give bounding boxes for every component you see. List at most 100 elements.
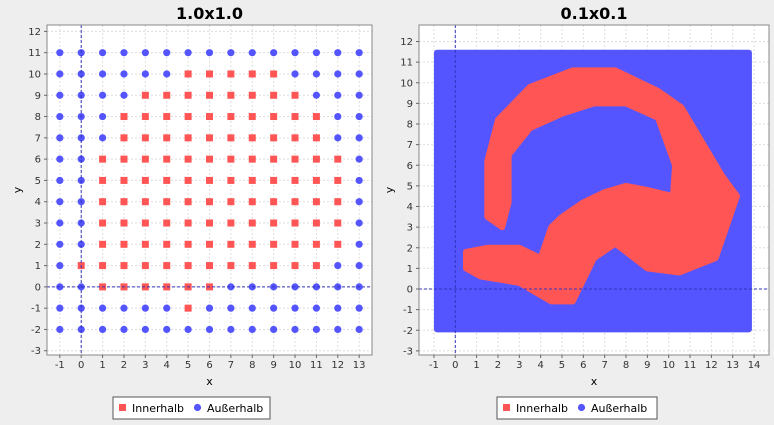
y-tick-label: 7 bbox=[35, 133, 41, 144]
point-ausserhalb bbox=[205, 49, 214, 57]
point-ausserhalb bbox=[248, 49, 256, 57]
legend-box bbox=[112, 396, 271, 420]
point-innerhalb bbox=[120, 219, 128, 227]
point-innerhalb bbox=[227, 240, 235, 248]
point-innerhalb bbox=[184, 219, 192, 227]
point-innerhalb bbox=[291, 91, 299, 99]
point-ausserhalb bbox=[56, 155, 64, 163]
point-ausserhalb bbox=[227, 49, 235, 57]
point-innerhalb bbox=[141, 283, 149, 291]
point-ausserhalb bbox=[334, 49, 342, 57]
point-ausserhalb bbox=[56, 304, 64, 312]
point-innerhalb bbox=[120, 240, 128, 248]
point-innerhalb bbox=[141, 91, 149, 99]
y-tick-label: 6 bbox=[407, 161, 413, 172]
point-innerhalb bbox=[248, 113, 256, 121]
point-innerhalb bbox=[248, 70, 256, 78]
point-innerhalb bbox=[141, 134, 149, 142]
legend: Innerhalb Außerhalb bbox=[112, 396, 271, 420]
point-innerhalb bbox=[163, 113, 171, 121]
point-ausserhalb bbox=[77, 155, 85, 163]
point-innerhalb bbox=[312, 176, 320, 184]
point-innerhalb bbox=[163, 219, 171, 227]
point-innerhalb bbox=[120, 134, 128, 142]
point-ausserhalb bbox=[355, 49, 363, 57]
point-ausserhalb bbox=[56, 219, 64, 227]
point-ausserhalb bbox=[77, 70, 85, 78]
x-tick-label: 0 bbox=[78, 360, 84, 371]
tick-labels: -1 0 1 2 3 4 5 6 7 8 9 10 11 12 13 14-3-2-1012345678910… bbox=[400, 37, 760, 371]
point-innerhalb bbox=[99, 176, 107, 184]
point-ausserhalb bbox=[355, 240, 363, 248]
point-innerhalb bbox=[248, 219, 256, 227]
point-ausserhalb bbox=[270, 49, 278, 57]
point-innerhalb bbox=[312, 134, 320, 142]
point-innerhalb bbox=[312, 219, 320, 227]
y-tick-label: 3 bbox=[35, 219, 41, 230]
point-innerhalb bbox=[163, 240, 171, 248]
x-tick-label: 3 bbox=[142, 360, 148, 371]
point-ausserhalb bbox=[56, 91, 64, 99]
point-ausserhalb bbox=[312, 70, 321, 78]
point-ausserhalb bbox=[227, 304, 235, 312]
x-tick-label: 7 bbox=[228, 360, 234, 371]
point-ausserhalb bbox=[312, 283, 321, 291]
point-ausserhalb bbox=[98, 134, 107, 142]
y-axis-label: y bbox=[383, 186, 396, 193]
legend-marker-ausserhalb bbox=[193, 403, 202, 412]
point-ausserhalb bbox=[77, 219, 85, 227]
point-ausserhalb bbox=[205, 325, 214, 334]
chart-panel-2: 0.1x0.1-1 0 1 2 3 4 5 6 7 8 9 10 11 12 13 14-3-2-101234… bbox=[383, 4, 770, 420]
point-ausserhalb bbox=[355, 134, 363, 142]
y-tick-label: 5 bbox=[407, 181, 413, 192]
point-ausserhalb bbox=[163, 70, 171, 78]
data-layer bbox=[56, 49, 363, 334]
point-ausserhalb bbox=[355, 70, 363, 78]
y-tick-label: 10 bbox=[28, 69, 41, 80]
point-innerhalb bbox=[227, 91, 235, 99]
y-tick-label: 10 bbox=[400, 78, 413, 89]
x-tick-label: 13 bbox=[726, 360, 739, 371]
x-tick-label: 5 bbox=[559, 360, 565, 371]
point-innerhalb bbox=[291, 198, 299, 206]
point-ausserhalb bbox=[163, 49, 171, 57]
point-innerhalb bbox=[120, 113, 128, 121]
point-ausserhalb bbox=[141, 304, 149, 312]
point-innerhalb bbox=[141, 113, 149, 121]
point-ausserhalb bbox=[120, 325, 128, 334]
y-tick-label: 0 bbox=[35, 282, 41, 293]
point-innerhalb bbox=[270, 155, 278, 163]
point-innerhalb bbox=[184, 304, 192, 312]
point-ausserhalb bbox=[98, 49, 107, 57]
point-ausserhalb bbox=[355, 91, 363, 99]
point-ausserhalb bbox=[248, 304, 256, 312]
point-ausserhalb bbox=[141, 70, 149, 78]
x-tick-label: 1 bbox=[473, 360, 479, 371]
y-axis-label: y bbox=[11, 186, 24, 193]
point-innerhalb bbox=[163, 176, 171, 184]
x-tick-label: 8 bbox=[623, 360, 629, 371]
point-ausserhalb bbox=[355, 176, 363, 185]
legend-marker-innerhalb bbox=[119, 404, 126, 411]
legend-box bbox=[496, 396, 658, 420]
point-innerhalb bbox=[227, 262, 235, 270]
legend: Innerhalb Außerhalb bbox=[496, 396, 658, 420]
point-ausserhalb bbox=[56, 240, 64, 248]
point-ausserhalb bbox=[355, 304, 363, 312]
point-innerhalb bbox=[270, 240, 278, 248]
y-tick-label: -2 bbox=[403, 326, 413, 337]
point-innerhalb bbox=[270, 70, 278, 78]
point-ausserhalb bbox=[141, 325, 149, 334]
point-ausserhalb bbox=[56, 176, 64, 185]
point-innerhalb bbox=[206, 176, 213, 184]
point-innerhalb bbox=[248, 262, 256, 270]
y-tick-label: 12 bbox=[28, 27, 41, 38]
y-tick-label: 8 bbox=[35, 112, 41, 123]
point-innerhalb bbox=[270, 113, 278, 121]
point-innerhalb bbox=[227, 134, 235, 142]
point-ausserhalb bbox=[334, 134, 342, 142]
point-innerhalb bbox=[270, 134, 278, 142]
point-innerhalb bbox=[184, 91, 192, 99]
grid-lines bbox=[47, 25, 372, 355]
